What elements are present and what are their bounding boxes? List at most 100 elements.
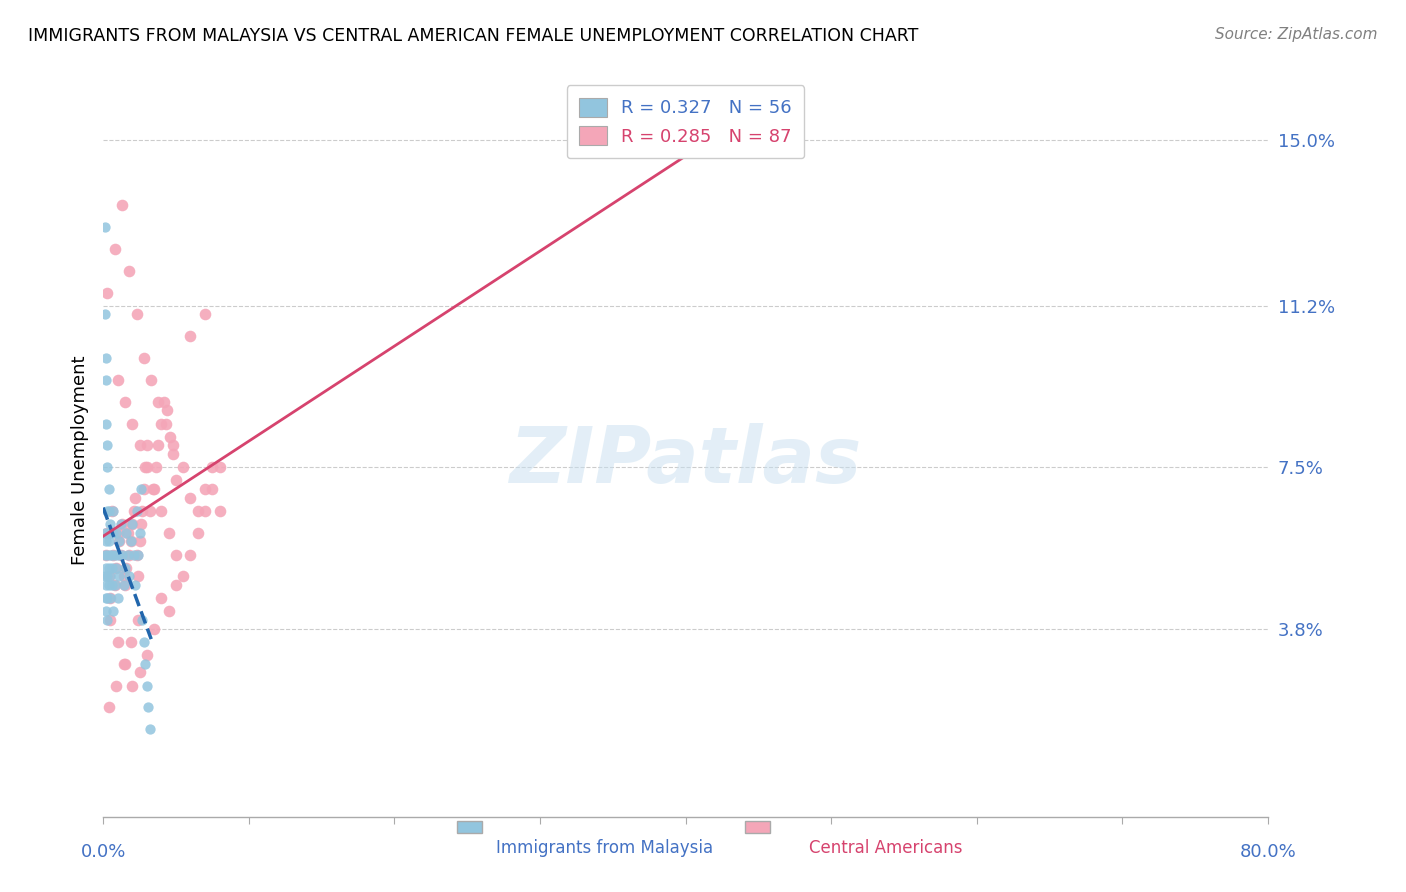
Point <box>194 504 217 518</box>
Point <box>105 679 128 693</box>
Point <box>97 578 120 592</box>
Point <box>93 569 115 583</box>
Point <box>121 516 143 531</box>
Point <box>145 460 167 475</box>
Point <box>128 534 150 549</box>
Point <box>128 525 150 540</box>
Point <box>107 635 129 649</box>
Point <box>165 578 187 592</box>
Point <box>114 578 136 592</box>
Point <box>94 417 117 431</box>
Point <box>165 548 187 562</box>
Point <box>101 560 124 574</box>
Point <box>124 578 146 592</box>
Point <box>187 504 209 518</box>
Text: Source: ZipAtlas.com: Source: ZipAtlas.com <box>1215 27 1378 42</box>
Point <box>159 430 181 444</box>
Point <box>148 394 170 409</box>
Point <box>153 394 176 409</box>
Point <box>135 438 157 452</box>
Point <box>115 560 138 574</box>
Point <box>100 548 122 562</box>
Point <box>179 329 201 343</box>
Text: 0.0%: 0.0% <box>80 843 125 862</box>
Text: Immigrants from Malaysia: Immigrants from Malaysia <box>496 838 713 857</box>
Point <box>134 657 156 671</box>
Point <box>103 604 125 618</box>
Point <box>157 525 180 540</box>
Point <box>121 516 143 531</box>
Point <box>107 373 129 387</box>
Point <box>96 438 118 452</box>
Point <box>100 525 122 540</box>
Text: 80.0%: 80.0% <box>1240 843 1296 862</box>
Point <box>114 657 136 671</box>
Point <box>104 548 127 562</box>
Point <box>96 569 118 583</box>
Point <box>117 548 139 562</box>
Point <box>122 504 145 518</box>
Text: Central Americans: Central Americans <box>808 838 963 857</box>
Point <box>94 373 117 387</box>
Point <box>138 504 160 518</box>
Point <box>112 569 135 583</box>
Point <box>129 516 152 531</box>
Point <box>156 403 179 417</box>
Point <box>93 525 115 540</box>
Point <box>128 438 150 452</box>
Point <box>105 560 128 574</box>
Point <box>135 679 157 693</box>
Point <box>96 548 118 562</box>
Point <box>107 548 129 562</box>
Point <box>110 516 132 531</box>
Point <box>94 604 117 618</box>
Point <box>138 722 160 736</box>
Point <box>93 307 115 321</box>
Point <box>143 482 166 496</box>
Point <box>96 525 118 540</box>
Point <box>100 591 122 606</box>
Point <box>100 569 122 583</box>
Point <box>120 534 142 549</box>
Point <box>150 591 173 606</box>
Point <box>142 482 165 496</box>
Point <box>101 548 124 562</box>
Point <box>121 417 143 431</box>
Point <box>118 548 141 562</box>
Point <box>194 482 217 496</box>
Point <box>108 534 131 549</box>
Point <box>96 591 118 606</box>
Point <box>108 569 131 583</box>
Point <box>97 569 120 583</box>
Point <box>187 525 209 540</box>
Point <box>114 394 136 409</box>
Point <box>172 569 194 583</box>
Point <box>94 560 117 574</box>
Point <box>143 622 166 636</box>
Point <box>201 482 224 496</box>
Point <box>127 548 149 562</box>
Point <box>97 534 120 549</box>
Point <box>165 473 187 487</box>
Point <box>141 373 163 387</box>
Legend: R = 0.327   N = 56, R = 0.285   N = 87: R = 0.327 N = 56, R = 0.285 N = 87 <box>567 86 804 159</box>
Point <box>121 679 143 693</box>
Point <box>94 591 117 606</box>
Point <box>94 578 117 592</box>
Point <box>208 504 231 518</box>
Point <box>115 525 138 540</box>
Point <box>103 504 125 518</box>
Point <box>97 525 120 540</box>
Point <box>127 569 149 583</box>
Point <box>103 525 125 540</box>
Point <box>179 548 201 562</box>
Point <box>110 548 132 562</box>
Point <box>201 460 224 475</box>
Point <box>101 504 124 518</box>
Point <box>150 504 173 518</box>
Point <box>108 534 131 549</box>
Point <box>132 635 155 649</box>
Point <box>117 525 139 540</box>
Point <box>112 578 135 592</box>
Point <box>127 613 149 627</box>
